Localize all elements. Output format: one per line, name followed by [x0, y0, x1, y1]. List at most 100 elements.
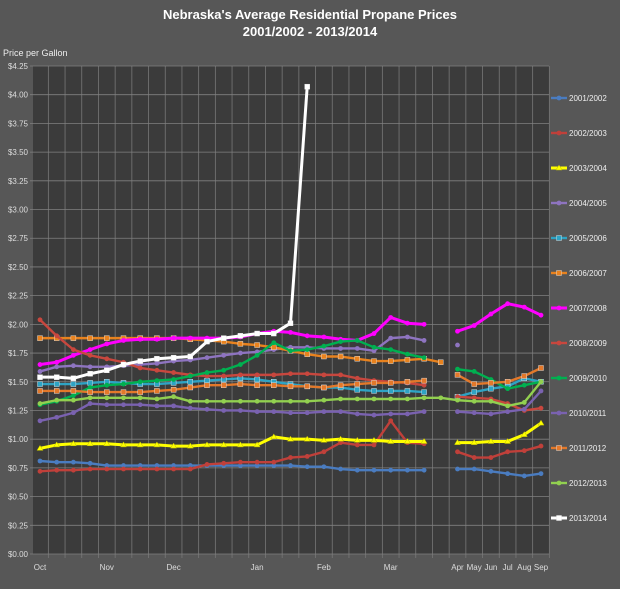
legend-label: 2007/2008	[569, 304, 607, 313]
data-point	[70, 381, 77, 387]
legend-label: 2003/2004	[569, 164, 607, 173]
data-point	[187, 384, 194, 391]
data-point	[220, 382, 227, 388]
x-tick-label: Mar	[384, 563, 398, 572]
y-tick-label: $2.75	[8, 234, 29, 243]
data-point	[254, 459, 260, 465]
y-tick-label: $1.75	[8, 349, 29, 358]
x-tick-label: Nov	[100, 563, 114, 572]
data-point	[154, 356, 160, 362]
data-point	[237, 333, 244, 339]
y-tick-label: $2.50	[8, 263, 29, 272]
data-point	[354, 442, 360, 448]
data-point	[455, 409, 460, 415]
data-point	[471, 395, 477, 401]
series-2012-2013	[37, 379, 544, 409]
data-point	[505, 471, 510, 477]
data-point	[288, 329, 293, 335]
x-tick-label: Aug	[517, 563, 531, 572]
data-point	[471, 323, 477, 328]
data-point	[187, 405, 193, 411]
data-point	[304, 351, 310, 357]
data-point	[488, 455, 494, 460]
data-point	[371, 442, 377, 448]
data-point	[405, 467, 410, 473]
data-point	[204, 462, 210, 467]
data-point	[556, 130, 562, 136]
data-point	[87, 352, 93, 358]
data-point	[54, 388, 60, 394]
legend-label: 2001/2002	[569, 94, 607, 103]
data-point	[154, 367, 160, 373]
data-point	[204, 406, 210, 412]
data-point	[455, 394, 460, 400]
y-tick-label: $1.50	[8, 378, 29, 387]
data-point	[171, 403, 177, 409]
data-point	[37, 381, 43, 387]
y-tick-label: $4.25	[8, 62, 29, 71]
data-point	[371, 380, 377, 386]
data-point	[505, 301, 510, 307]
data-point	[37, 418, 43, 424]
data-point	[271, 344, 277, 351]
data-point	[471, 466, 477, 472]
data-point	[556, 375, 562, 381]
data-point	[137, 365, 143, 371]
data-point	[121, 463, 126, 468]
data-point	[238, 398, 243, 404]
data-point	[488, 385, 494, 392]
data-point	[488, 311, 494, 317]
data-point	[556, 515, 562, 521]
y-tick-label: $0.25	[8, 521, 29, 530]
data-point	[154, 388, 160, 394]
data-point	[521, 382, 527, 388]
data-point	[237, 341, 244, 347]
series-line	[457, 367, 542, 390]
data-point	[71, 459, 76, 465]
legend-label: 2009/2010	[569, 374, 607, 383]
data-point	[321, 409, 327, 415]
data-point	[454, 372, 461, 378]
data-point	[137, 463, 143, 468]
series-line	[39, 419, 425, 473]
series-line	[40, 379, 425, 394]
data-point	[187, 463, 193, 468]
data-point	[304, 371, 310, 377]
data-point	[488, 411, 494, 417]
chart-title-line1: Nebraska's Average Residential Propane P…	[162, 7, 458, 22]
data-point	[254, 382, 260, 388]
legend-label: 2008/2009	[569, 339, 607, 348]
chart-subtitle: 2001/2002 - 2013/2014	[242, 24, 378, 39]
data-point	[321, 397, 327, 403]
data-point	[505, 449, 510, 455]
data-point	[220, 441, 228, 448]
data-point	[54, 364, 60, 370]
data-point	[54, 467, 60, 473]
data-point	[404, 379, 411, 385]
data-point	[221, 367, 227, 373]
data-point	[87, 466, 93, 472]
data-point	[488, 398, 494, 404]
data-point	[120, 389, 127, 395]
data-point	[69, 440, 77, 447]
data-point	[388, 380, 394, 386]
data-point	[371, 344, 377, 350]
legend-item: 2011/2012	[551, 444, 607, 453]
data-point	[87, 347, 93, 353]
data-point	[288, 398, 293, 404]
data-point	[354, 387, 360, 393]
data-point	[104, 367, 110, 373]
data-point	[354, 381, 360, 387]
data-point	[121, 466, 126, 472]
data-point	[404, 388, 411, 394]
data-point	[303, 435, 311, 442]
data-point	[505, 386, 510, 392]
data-point	[104, 335, 110, 341]
data-point	[304, 383, 310, 390]
data-point	[71, 467, 76, 473]
data-point	[421, 467, 427, 473]
data-point	[254, 398, 260, 404]
y-tick-label: $1.00	[8, 435, 29, 444]
data-point	[37, 362, 43, 367]
data-point	[321, 334, 327, 340]
